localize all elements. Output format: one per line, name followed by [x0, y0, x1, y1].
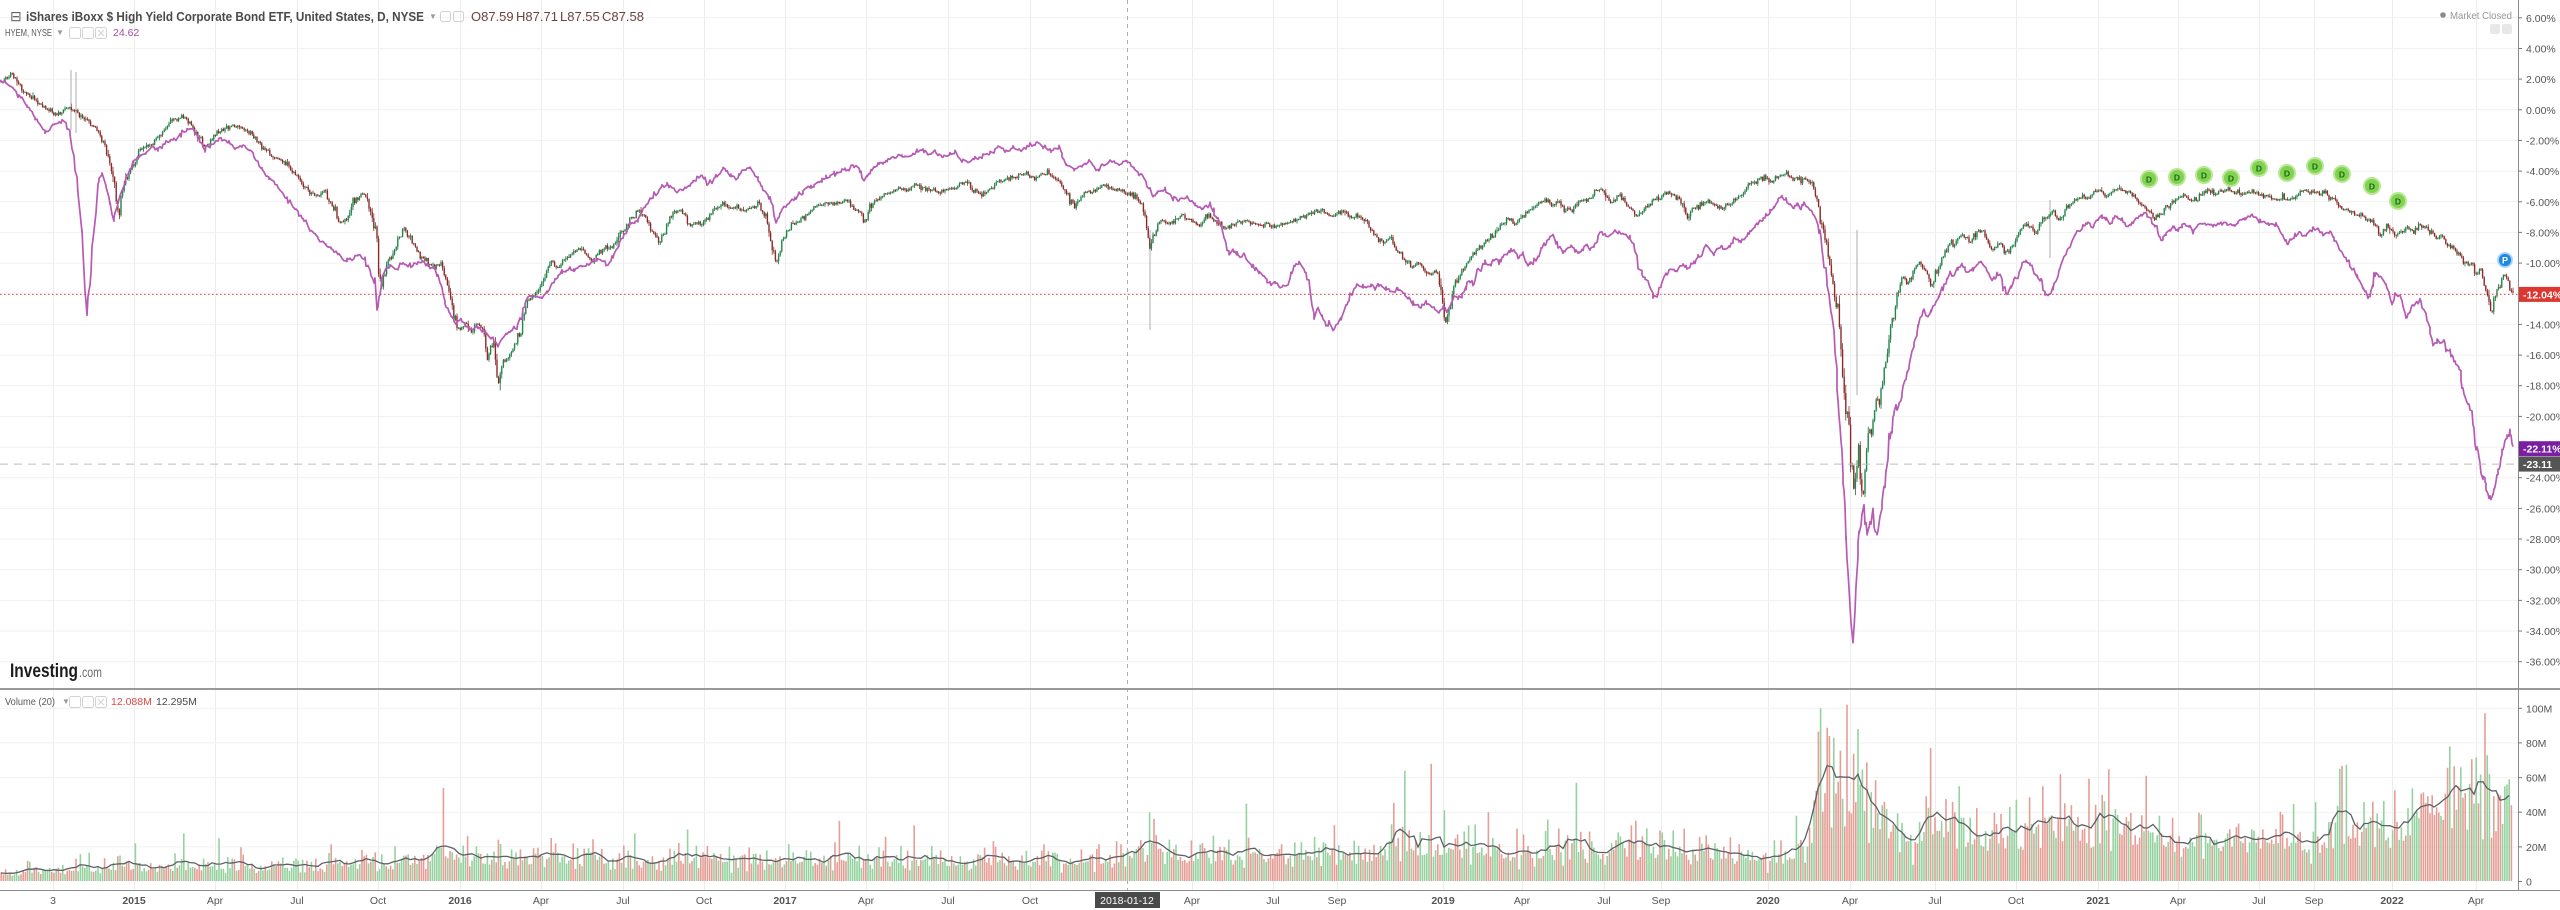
- svg-text:12.295M: 12.295M: [156, 696, 197, 708]
- svg-text:Apr: Apr: [1514, 895, 1531, 907]
- svg-text:-28.00%: -28.00%: [2526, 534, 2560, 546]
- svg-text:D: D: [2146, 175, 2152, 185]
- svg-text:Oct: Oct: [2008, 895, 2024, 907]
- svg-text:2021: 2021: [2086, 895, 2110, 907]
- svg-text:▼: ▼: [429, 12, 437, 21]
- svg-text:D: D: [2256, 164, 2262, 174]
- svg-text:0.00%: 0.00%: [2526, 105, 2556, 117]
- svg-text:40M: 40M: [2526, 807, 2546, 819]
- svg-text:-18.00%: -18.00%: [2526, 381, 2560, 393]
- svg-text:Volume (20): Volume (20): [5, 696, 55, 708]
- svg-text:Jul: Jul: [1597, 895, 1610, 907]
- svg-text:12.088M: 12.088M: [111, 696, 152, 708]
- svg-text:2018-01-12: 2018-01-12: [1100, 895, 1154, 907]
- svg-text:D: D: [2201, 171, 2207, 181]
- svg-text:Oct: Oct: [696, 895, 712, 907]
- svg-text:C87.58: C87.58: [602, 9, 644, 24]
- svg-text:D: D: [2174, 173, 2180, 183]
- svg-text:-14.00%: -14.00%: [2526, 319, 2560, 331]
- svg-text:3: 3: [50, 895, 56, 907]
- svg-text:Apr: Apr: [533, 895, 550, 907]
- svg-text:Sep: Sep: [1652, 895, 1671, 907]
- svg-text:2015: 2015: [122, 895, 146, 907]
- svg-text:Jul: Jul: [290, 895, 303, 907]
- svg-text:-30.00%: -30.00%: [2526, 565, 2560, 577]
- svg-text:D: D: [2339, 170, 2345, 180]
- svg-text:D: D: [2395, 197, 2401, 207]
- svg-text:iShares iBoxx $ High Yield Cor: iShares iBoxx $ High Yield Corporate Bon…: [26, 10, 424, 24]
- svg-text:-8.00%: -8.00%: [2526, 227, 2559, 239]
- svg-text:20M: 20M: [2526, 842, 2546, 854]
- svg-text:▼: ▼: [62, 697, 70, 706]
- svg-text:Jul: Jul: [616, 895, 629, 907]
- svg-text:2016: 2016: [448, 895, 472, 907]
- svg-text:-4.00%: -4.00%: [2526, 166, 2559, 178]
- svg-text:Market Closed: Market Closed: [2450, 10, 2512, 22]
- svg-text:-12.04%: -12.04%: [2523, 289, 2560, 301]
- svg-text:Apr: Apr: [207, 895, 224, 907]
- svg-text:Oct: Oct: [370, 895, 386, 907]
- svg-text:⊟: ⊟: [10, 8, 22, 24]
- svg-text:-26.00%: -26.00%: [2526, 503, 2560, 515]
- svg-text:Apr: Apr: [858, 895, 875, 907]
- svg-text:-10.00%: -10.00%: [2526, 258, 2560, 270]
- svg-text:Apr: Apr: [2170, 895, 2187, 907]
- svg-text:100M: 100M: [2526, 703, 2552, 715]
- svg-text:2.00%: 2.00%: [2526, 74, 2556, 86]
- svg-text:-32.00%: -32.00%: [2526, 595, 2560, 607]
- svg-text:Jul: Jul: [941, 895, 954, 907]
- svg-text:0: 0: [2526, 877, 2532, 889]
- svg-text:Jul: Jul: [1266, 895, 1279, 907]
- svg-text:-2.00%: -2.00%: [2526, 136, 2559, 148]
- svg-text:O87.59: O87.59: [471, 9, 514, 24]
- svg-text:24.62: 24.62: [113, 27, 139, 39]
- svg-text:-23.11: -23.11: [2523, 459, 2552, 471]
- svg-text:80M: 80M: [2526, 738, 2546, 750]
- svg-text:Sep: Sep: [1328, 895, 1347, 907]
- svg-text:-6.00%: -6.00%: [2526, 197, 2559, 209]
- svg-text:Sep: Sep: [2305, 895, 2324, 907]
- svg-text:▼: ▼: [56, 28, 64, 37]
- svg-text:2022: 2022: [2380, 895, 2404, 907]
- svg-text:-34.00%: -34.00%: [2526, 626, 2560, 638]
- svg-text:D: D: [2369, 182, 2375, 192]
- svg-text:4.00%: 4.00%: [2526, 44, 2556, 56]
- svg-text:6.00%: 6.00%: [2526, 13, 2556, 25]
- svg-text:Apr: Apr: [1184, 895, 1201, 907]
- svg-text:H87.71: H87.71: [516, 9, 558, 24]
- svg-text:HYEM, NYSE: HYEM, NYSE: [5, 27, 52, 39]
- svg-text:-20.00%: -20.00%: [2526, 411, 2560, 423]
- svg-text:2019: 2019: [1431, 895, 1455, 907]
- svg-text:2020: 2020: [1756, 895, 1780, 907]
- svg-text:D: D: [2228, 174, 2234, 184]
- svg-text:.com: .com: [79, 664, 102, 680]
- svg-text:-22.11%: -22.11%: [2523, 444, 2560, 456]
- svg-text:L87.55: L87.55: [560, 9, 600, 24]
- svg-text:P: P: [2502, 256, 2508, 266]
- svg-text:Jul: Jul: [1928, 895, 1941, 907]
- svg-text:Oct: Oct: [1022, 895, 1038, 907]
- svg-text:Apr: Apr: [2468, 895, 2485, 907]
- svg-text:D: D: [2312, 162, 2318, 172]
- svg-text:60M: 60M: [2526, 773, 2546, 785]
- svg-text:Apr: Apr: [1842, 895, 1859, 907]
- svg-text:-36.00%: -36.00%: [2526, 657, 2560, 669]
- svg-text:2017: 2017: [773, 895, 797, 907]
- svg-text:-24.00%: -24.00%: [2526, 473, 2560, 485]
- svg-text:-16.00%: -16.00%: [2526, 350, 2560, 362]
- svg-text:D: D: [2284, 169, 2290, 179]
- svg-text:Investing: Investing: [10, 660, 78, 682]
- svg-text:Jul: Jul: [2252, 895, 2265, 907]
